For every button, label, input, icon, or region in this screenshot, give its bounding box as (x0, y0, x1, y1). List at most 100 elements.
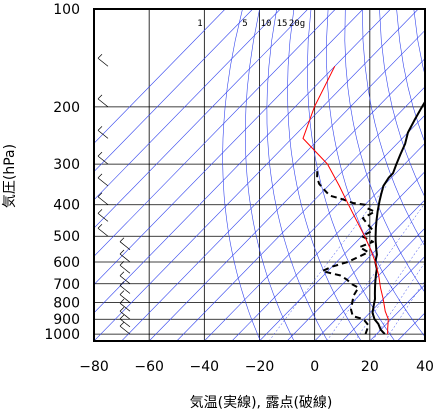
x-tick-label: 0 (310, 359, 319, 375)
wind-barb (97, 130, 109, 139)
wind-barb (97, 94, 103, 100)
y-tick-label: 200 (53, 100, 80, 116)
y-tick-label: 400 (53, 198, 80, 214)
wind-barb (97, 151, 103, 157)
series-layer (302, 65, 425, 335)
x-tick-label: 20 (361, 359, 379, 375)
wind-barb (119, 298, 125, 304)
wind-barb (97, 209, 103, 214)
wind-barb (119, 310, 131, 320)
mixing-ratio-label: 20g (289, 19, 305, 29)
wind-barb (119, 249, 125, 255)
isotherm-line (342, 255, 425, 341)
x-tick-label: −60 (134, 359, 164, 375)
wind-barb (97, 196, 109, 206)
isotherm-line (204, 114, 425, 341)
wind-barb (97, 173, 103, 179)
wind-barb (119, 285, 131, 294)
wind-barb (97, 192, 103, 197)
isotherm-line (369, 284, 425, 341)
mixing-ratio-label: 10 (261, 19, 272, 29)
x-tick-label: −20 (245, 359, 275, 375)
series-line-2 (302, 65, 389, 335)
adiabat-line (379, 9, 425, 198)
wind-barb (97, 213, 109, 222)
wind-barb (119, 241, 131, 250)
wind-barb (119, 290, 125, 295)
adiabat-line (396, 9, 425, 144)
x-tick-label: 40 (416, 359, 434, 375)
series-line-0 (371, 99, 425, 335)
mixing-ratio-line (384, 279, 425, 341)
isotherm-line (94, 9, 364, 285)
wind-barb (97, 54, 103, 59)
adiabat-line (244, 9, 295, 341)
y-tick-label: 700 (53, 277, 80, 293)
isotherm-line (94, 9, 226, 144)
wind-barb (119, 318, 131, 328)
wind-barb (119, 261, 125, 266)
isotherm-line (397, 312, 425, 341)
wind-barb (119, 237, 125, 242)
isotherm-line (94, 9, 419, 341)
y-tick-label: 300 (53, 157, 80, 173)
y-tick-label: 100 (53, 2, 80, 18)
adiabat-line (344, 9, 425, 294)
y-tick-label: 900 (53, 312, 80, 328)
background-lines-layer (94, 9, 435, 341)
wind-barb (119, 325, 131, 335)
mixing-ratio-line (354, 238, 425, 341)
y-tick-label: 1000 (44, 327, 80, 343)
adiabat-line (287, 9, 362, 341)
wind-barb (119, 314, 125, 320)
mixing-ratio-line (372, 261, 425, 341)
adiabat-line (266, 9, 328, 341)
isotherm-line (94, 9, 281, 201)
isotherm-line (424, 340, 425, 341)
y-tick-label: 600 (53, 255, 80, 271)
wind-barb (97, 98, 109, 108)
isotherm-line (231, 142, 425, 341)
mixing-ratio-line (268, 185, 387, 341)
mixing-ratio-label: 15 (277, 19, 288, 29)
wind-barb (119, 253, 131, 263)
isotherm-line (314, 227, 425, 341)
isotherm-line (94, 9, 309, 229)
mixing-ratio-label: 5 (242, 19, 247, 29)
x-tick-labels: −80 −60 −40 −20 0 20 40 (79, 359, 434, 375)
wind-barb (97, 155, 109, 165)
x-axis-title: 気温(実線), 露点(破線) (190, 395, 333, 411)
adiabat-line (326, 9, 425, 338)
wind-barb (119, 321, 125, 327)
isotherm-line (94, 9, 336, 257)
isotherm-line (259, 171, 425, 341)
wind-barb (119, 281, 125, 286)
wind-barb (119, 275, 131, 285)
plot-frame (93, 8, 426, 342)
wind-barb (119, 271, 125, 276)
y-tick-label: 800 (53, 296, 80, 312)
mixing-ratio-line (326, 202, 425, 341)
isotherm-line (148, 58, 425, 341)
adiabat-line (431, 9, 435, 341)
y-axis-title: 気圧(hPa) (2, 144, 18, 208)
x-tick-label: −80 (79, 359, 109, 375)
isotherm-line (176, 86, 425, 341)
wind-barb (119, 294, 131, 303)
series-line-1 (316, 168, 376, 335)
isotherm-line (94, 9, 391, 314)
wind-barb (119, 302, 131, 312)
isotherm-line (286, 199, 425, 341)
wind-barb (97, 223, 103, 229)
adiabat-line (307, 9, 396, 341)
wind-barb (97, 126, 103, 131)
wind-barbs-layer (97, 54, 131, 335)
wind-barb (97, 227, 109, 237)
mixing-ratio-label: 1 (197, 19, 202, 29)
wind-barb (119, 265, 131, 274)
wind-barb (97, 177, 109, 187)
wind-barb (97, 57, 109, 67)
adiabat-line (222, 9, 261, 341)
